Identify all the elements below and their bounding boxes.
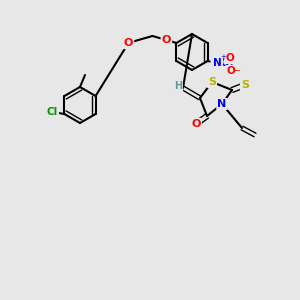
Text: S: S: [241, 80, 249, 90]
Text: O: O: [124, 38, 133, 48]
Text: S: S: [208, 77, 216, 87]
Text: Cl: Cl: [47, 107, 58, 117]
Text: NO₂: NO₂: [212, 58, 234, 68]
Text: O: O: [226, 66, 235, 76]
Text: O: O: [191, 119, 201, 129]
Text: N: N: [213, 58, 222, 68]
Text: N: N: [218, 99, 226, 109]
Text: H: H: [174, 81, 182, 91]
Text: +: +: [220, 54, 226, 60]
Text: −: −: [234, 66, 241, 75]
Text: O: O: [225, 53, 234, 63]
Text: O: O: [162, 35, 171, 45]
